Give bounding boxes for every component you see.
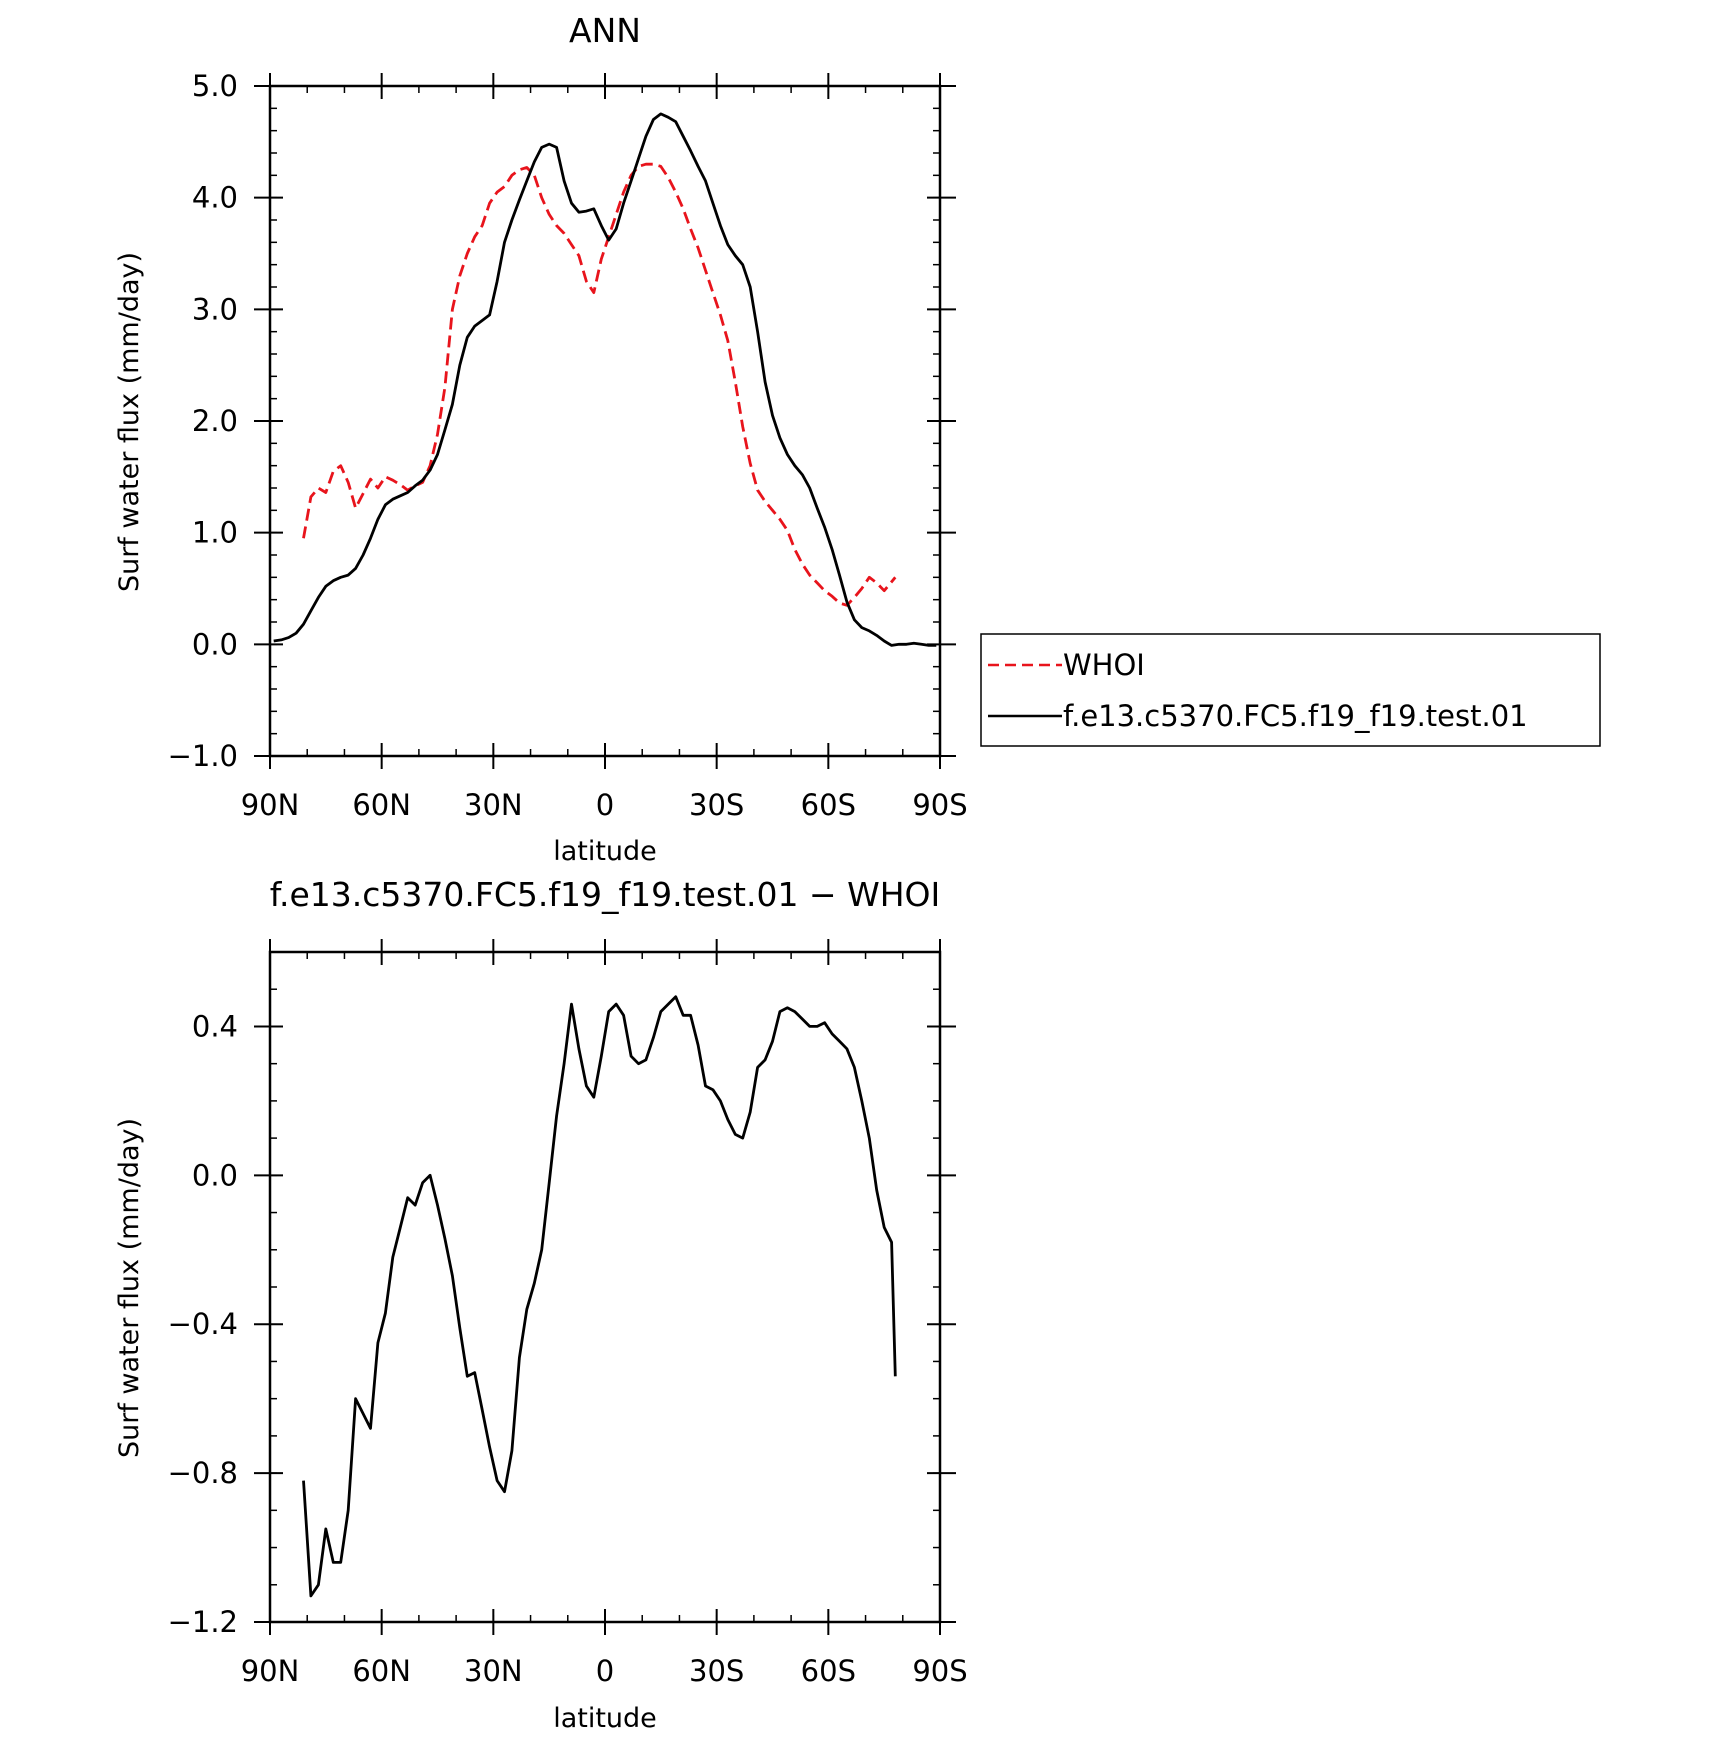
bottom-series-layer [302, 995, 897, 1598]
x-tick-label: 90N [241, 788, 300, 822]
top-y-axis-label: Surf water flux (mm/day) [114, 252, 145, 592]
bottom-y-axis-label: Surf water flux (mm/day) [114, 1118, 145, 1458]
x-tick-label: 90S [912, 788, 967, 822]
top-series-line-model [273, 112, 937, 647]
x-tick-label: 30N [464, 788, 523, 822]
y-tick-label: 3.0 [192, 292, 238, 326]
legend-label-model: f.e13.c5370.FC5.f19_f19.test.01 [1063, 699, 1528, 733]
x-tick-label: 90N [241, 1654, 300, 1688]
x-tick-label: 60N [352, 788, 411, 822]
bottom-chart-title: f.e13.c5370.FC5.f19_f19.test.01 − WHOI [270, 875, 940, 914]
y-tick-label: 2.0 [192, 404, 238, 438]
top-chart-title: ANN [569, 11, 641, 50]
top-x-axis-label: latitude [553, 836, 657, 867]
top-plot-frame [268, 84, 942, 758]
x-tick-label: 60S [801, 788, 856, 822]
y-tick-label: −1.2 [168, 1605, 238, 1639]
x-tick-label: 30N [464, 1654, 523, 1688]
x-tick-label: 60N [352, 1654, 411, 1688]
x-tick-label: 0 [596, 1654, 614, 1688]
bottom-series-line-difference [302, 995, 897, 1598]
y-tick-label: −0.4 [168, 1307, 238, 1341]
y-tick-label: 1.0 [192, 516, 238, 550]
x-tick-label: 30S [689, 1654, 744, 1688]
x-tick-label: 60S [801, 1654, 856, 1688]
legend-box [980, 633, 1601, 747]
top-series-line-whoi [302, 162, 897, 607]
top-panel: ANN Surf water flux (mm/day) latitude 90… [114, 11, 968, 867]
bottom-x-axis-label: latitude [553, 1703, 657, 1734]
y-tick-label: 4.0 [192, 181, 238, 215]
y-tick-label: 5.0 [192, 69, 238, 103]
x-tick-label: 90S [912, 1654, 967, 1688]
legend: WHOI f.e13.c5370.FC5.f19_f19.test.01 [980, 633, 1601, 747]
x-tick-label: 0 [596, 788, 614, 822]
y-tick-label: −0.8 [168, 1456, 238, 1490]
top-series-layer [273, 112, 937, 647]
top-tick-layer: 90N 60N 30N 0 30S 60S 90S 5.0 4.0 3.0 2.0 1.0 0.0 −1.… [168, 69, 968, 822]
legend-label-whoi: WHOI [1063, 648, 1145, 682]
y-tick-label: −1.0 [168, 739, 238, 773]
bottom-panel: f.e13.c5370.FC5.f19_f19.test.01 − WHOI S… [114, 875, 968, 1734]
x-tick-label: 30S [689, 788, 744, 822]
y-tick-label: 0.0 [192, 627, 238, 661]
y-tick-label: 0.4 [192, 1009, 238, 1043]
bottom-plot-frame [268, 950, 942, 1624]
y-tick-label: 0.0 [192, 1158, 238, 1192]
bottom-tick-layer: 90N 60N 30N 0 30S 60S 90S 0.4 0.0 −0.4 −0.8 −1.2 [168, 939, 968, 1688]
